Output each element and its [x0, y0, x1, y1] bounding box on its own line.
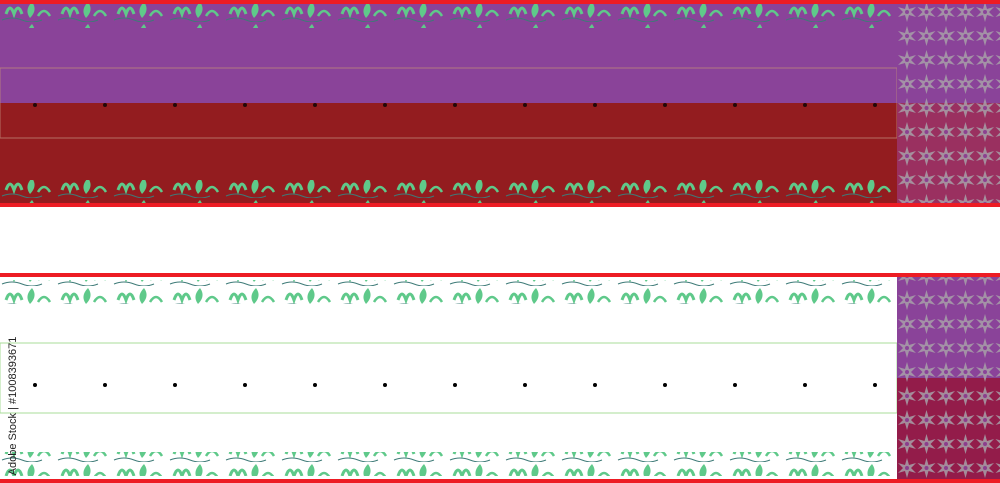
- stock-watermark: Adobe Stock | #1008393671: [7, 336, 19, 476]
- bottom-border-lower: [0, 479, 1000, 483]
- bottom-band: [0, 273, 1000, 483]
- bottom-border-upper: [0, 273, 1000, 277]
- bottom-side-stars: [897, 277, 1000, 479]
- top-border-lower: [0, 203, 1000, 207]
- top-side-stars: [897, 4, 1000, 203]
- top-flower-row: [0, 67, 898, 139]
- top-border-upper: [0, 0, 1000, 4]
- bottom-top-leaf-row: [0, 280, 897, 304]
- bottom-leaf-row: [0, 180, 897, 203]
- top-band: [0, 0, 1000, 207]
- bottom-bottom-leaf-row: [0, 452, 897, 476]
- top-leaf-row: [0, 4, 897, 28]
- bottom-flower-row: [0, 342, 898, 414]
